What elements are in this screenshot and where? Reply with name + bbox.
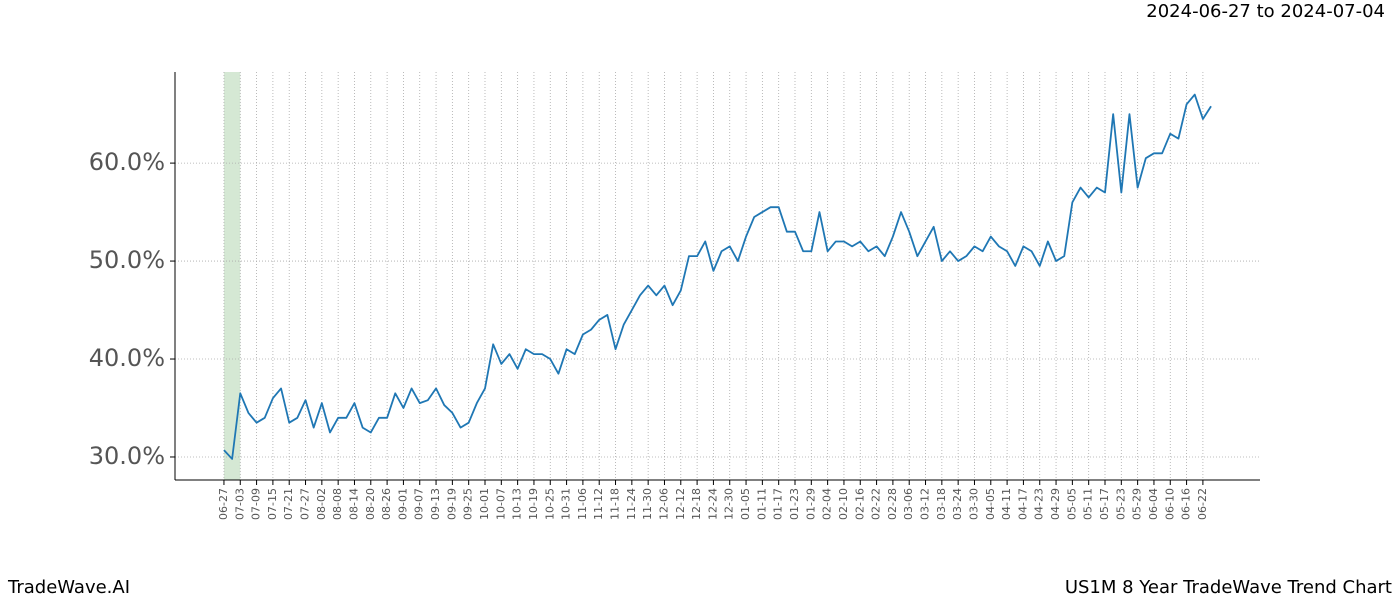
x-tick-label: 09-25 xyxy=(462,488,475,520)
x-tick-label: 04-23 xyxy=(1033,488,1046,520)
trend-line xyxy=(223,93,1212,460)
x-tick-label: 10-31 xyxy=(560,488,573,520)
x-tick-label: 01-05 xyxy=(739,488,752,520)
x-tick-label: 11-18 xyxy=(609,488,622,520)
x-tick-label: 08-20 xyxy=(364,488,377,520)
x-tick-label: 10-19 xyxy=(527,488,540,520)
y-tick-label: 50.0% xyxy=(89,246,165,274)
x-tick-label: 01-11 xyxy=(755,488,768,520)
x-tick-label: 02-16 xyxy=(853,488,866,520)
x-tick-label: 05-05 xyxy=(1065,488,1078,520)
x-tick-label: 11-06 xyxy=(576,488,589,520)
chart-title: 2024-06-27 to 2024-07-04 xyxy=(1146,1,1385,22)
x-tick-label: 09-13 xyxy=(429,488,442,520)
x-tick-label: 03-24 xyxy=(951,488,964,520)
x-tick-label: 10-01 xyxy=(478,488,491,520)
x-tick-label: 04-05 xyxy=(984,488,997,520)
x-tick-label: 08-08 xyxy=(331,488,344,520)
x-tick-label: 03-30 xyxy=(967,488,980,520)
x-tick-label: 01-17 xyxy=(772,488,785,520)
y-tick-label: 40.0% xyxy=(89,344,165,372)
footer-right: US1M 8 Year TradeWave Trend Chart xyxy=(1065,577,1392,598)
x-tick-label: 12-24 xyxy=(706,488,719,520)
x-tick-label: 12-18 xyxy=(690,488,703,520)
x-tick-label: 01-29 xyxy=(804,488,817,520)
x-tick-label: 11-12 xyxy=(592,488,605,520)
x-tick-label: 06-27 xyxy=(217,488,230,520)
x-tick-label: 11-30 xyxy=(641,488,654,520)
x-tick-label: 03-18 xyxy=(935,488,948,520)
footer-left: TradeWave.AI xyxy=(7,577,130,598)
x-tick-label: 07-09 xyxy=(250,488,263,520)
x-tick-label: 04-17 xyxy=(1016,488,1029,520)
x-tick-label: 07-21 xyxy=(282,488,295,520)
x-tick-label: 02-28 xyxy=(886,488,899,520)
y-tick-label: 60.0% xyxy=(89,148,165,176)
x-tick-label: 07-15 xyxy=(266,488,279,520)
x-tick-label: 02-22 xyxy=(870,488,883,520)
x-tick-label: 09-01 xyxy=(396,488,409,520)
x-tick-label: 06-16 xyxy=(1180,488,1193,520)
x-tick-label: 09-19 xyxy=(445,488,458,520)
x-tick-label: 01-23 xyxy=(788,488,801,520)
x-tick-label: 03-06 xyxy=(902,488,915,520)
x-tick-label: 12-30 xyxy=(723,488,736,520)
x-tick-label: 05-23 xyxy=(1114,488,1127,520)
x-tick-label: 05-17 xyxy=(1098,488,1111,520)
x-tick-label: 10-25 xyxy=(543,488,556,520)
x-tick-label: 10-13 xyxy=(511,488,524,520)
x-tick-label: 07-03 xyxy=(233,488,246,520)
x-tick-label: 02-10 xyxy=(837,488,850,520)
x-tick-label: 07-27 xyxy=(299,488,312,520)
x-tick-label: 04-11 xyxy=(1000,488,1013,520)
x-tick-label: 09-07 xyxy=(413,488,426,520)
x-tick-label: 12-06 xyxy=(657,488,670,520)
x-tick-label: 02-04 xyxy=(821,488,834,520)
x-tick-label: 06-10 xyxy=(1163,488,1176,520)
x-tick-label: 11-24 xyxy=(625,488,638,520)
x-tick-label: 08-26 xyxy=(380,488,393,520)
x-tick-label: 03-12 xyxy=(919,488,932,520)
x-tick-label: 12-12 xyxy=(674,488,687,520)
x-tick-label: 05-11 xyxy=(1082,488,1095,520)
x-tick-label: 04-29 xyxy=(1049,488,1062,520)
y-tick-label: 30.0% xyxy=(89,442,165,470)
x-tick-label: 08-14 xyxy=(347,488,360,520)
highlight-band xyxy=(223,72,241,480)
x-tick-label: 05-29 xyxy=(1131,488,1144,520)
x-tick-label: 10-07 xyxy=(494,488,507,520)
x-tick-label: 06-04 xyxy=(1147,488,1160,520)
x-tick-label: 08-02 xyxy=(315,488,328,520)
x-tick-label: 06-22 xyxy=(1196,488,1209,520)
